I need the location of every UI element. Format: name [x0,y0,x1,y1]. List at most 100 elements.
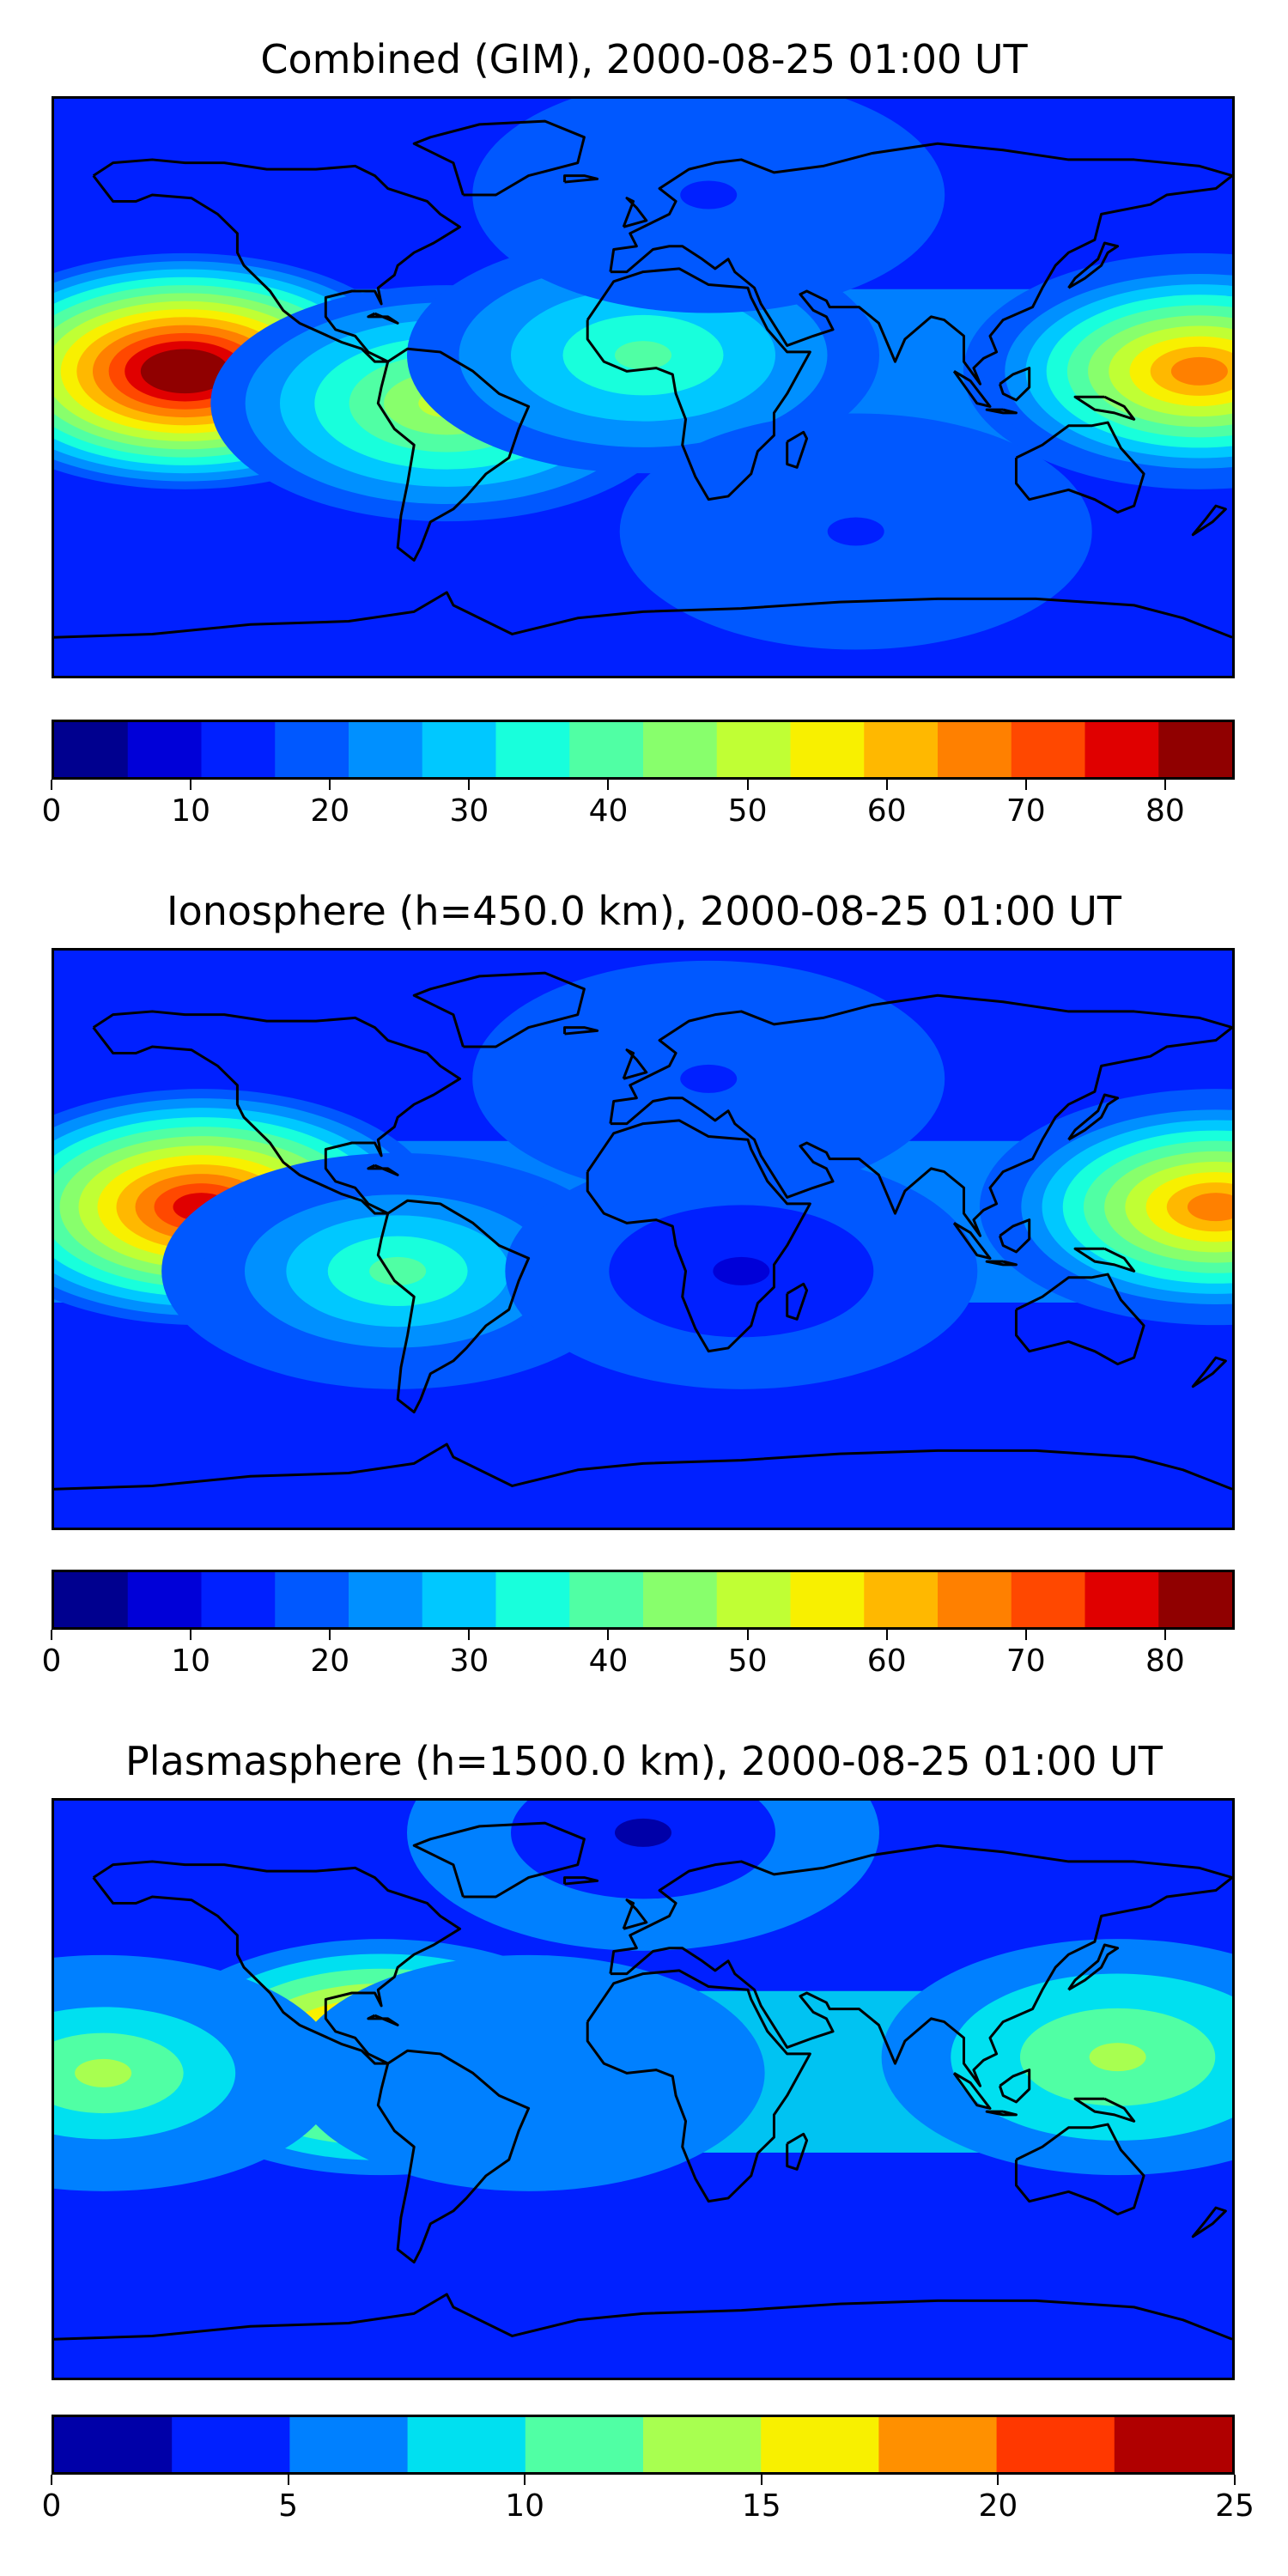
panel-1-title: Combined (GIM), 2000-08-25 01:00 UT [260,36,1028,82]
colorbar-segment [569,722,644,777]
colorbar-segment [790,1572,865,1627]
colorbar-tick-mark [329,1630,331,1640]
colorbar-tick-label: 20 [978,2488,1018,2524]
coastline [586,1119,811,1353]
colorbar-tick-label: 30 [449,793,489,829]
colorbar-segment [349,722,423,777]
colorbar-segment [407,2417,526,2472]
colorbar-tick-label: 5 [278,2488,299,2524]
coastline [786,2132,809,2171]
coastline [952,2072,992,2110]
panel-3-colorbar [52,2415,1235,2475]
colorbar-segment [1158,1572,1232,1627]
coastline [786,1282,809,1321]
feature-west-pacific-crest [963,252,1232,489]
colorbar-tick-label: 60 [866,793,907,829]
colorbar-tick-label: 0 [41,793,62,829]
panel-1-colorbar-ticks: 0 10 20 30 40 50 60 70 80 [42,780,1235,831]
colorbar-segment [172,2417,290,2472]
colorbar-segment [938,1572,1012,1627]
contour-level [511,1801,775,1899]
colorbar-tick-label: 70 [1005,1643,1046,1679]
colorbar-segment [716,1572,792,1627]
coastline [985,408,1018,415]
colorbar-tick-label: 10 [171,1643,211,1679]
panel-3-colorbar-ticks: 0 5 10 15 20 25 [42,2475,1255,2526]
coastline [376,1199,531,1414]
colorbar-tick-label: 30 [449,1643,489,1679]
colorbar-tick-label: 60 [866,1643,907,1679]
colorbar-tick-mark [746,780,749,790]
colorbar-tick-mark [885,780,888,790]
coastline [1067,1093,1120,1141]
colorbar-segment [525,2417,644,2472]
colorbar-segment [996,2417,1115,2472]
contour-level [615,341,671,370]
colorbar-tick-mark [190,780,192,790]
colorbar-tick-mark [51,2475,52,2485]
colorbar-segment [1158,722,1232,777]
coastline [1191,2206,1227,2239]
colorbar-segment [1084,1572,1159,1627]
panel-2-colorbar [52,1570,1235,1630]
colorbar-tick-label: 15 [741,2488,781,2524]
colorbar-tick-label: 50 [727,793,768,829]
feature-west-pacific-crest [980,1089,1232,1326]
colorbar-segment [761,2417,879,2472]
colorbar-segment [938,722,1012,777]
colorbar-tick-label: 25 [1215,2488,1255,2524]
colorbar-segment [1114,2417,1232,2472]
colorbar-segment [1084,722,1159,777]
coastline [563,174,599,184]
colorbar-tick-label: 50 [727,1643,768,1679]
colorbar-segment [127,722,203,777]
panel-1-map [52,96,1235,678]
colorbar-segment [716,722,792,777]
colorbar-segment [201,722,276,777]
coastline [54,591,1232,639]
colorbar-tick-mark [885,1630,888,1640]
contour-level [680,1064,738,1093]
coastline [1191,504,1227,537]
coastline [412,1821,586,1899]
colorbar-tick-label: 0 [41,2488,62,2524]
coastline [609,1844,1232,2087]
colorbar-segment [349,1572,423,1627]
colorbar-segment [127,1572,203,1627]
contour-level [615,1818,671,1847]
colorbar-segment [54,722,129,777]
coastline [998,2069,1031,2104]
coastline [92,1860,462,2065]
feature-eurasian-minimum [472,960,945,1197]
colorbar-tick-label: 80 [1145,793,1185,829]
coastline [367,312,399,325]
colorbar-segment [1011,1572,1086,1627]
coastline [609,142,1232,386]
colorbar-tick-label: 40 [588,1643,629,1679]
colorbar-tick-label: 10 [505,2488,545,2524]
coastline [1014,421,1145,514]
colorbar-tick-mark [1163,1630,1166,1640]
colorbar-segment [201,1572,276,1627]
panel-3-title: Plasmasphere (h=1500.0 km), 2000-08-25 0… [125,1738,1163,1784]
coastline [622,197,648,228]
coastline [563,1876,599,1886]
coastline [985,2110,1018,2117]
colorbar-segment [864,1572,939,1627]
colorbar-segment [275,1572,349,1627]
coastline [998,367,1031,402]
coastline [563,1026,599,1036]
panel-2-map [52,948,1235,1530]
contour-level [500,2058,557,2087]
colorbar-segment [495,722,570,777]
panel-3-map [52,1798,1235,2380]
colorbar-tick-mark [760,2475,762,2485]
colorbar-segment [54,1572,129,1627]
colorbar-tick-mark [1234,2475,1236,2485]
colorbar-segment [422,722,497,777]
feature-indian-ocean-minimum [619,413,1092,650]
coastline [376,2049,531,2264]
colorbar-tick-mark [607,780,610,790]
panel-1-colorbar [52,720,1235,780]
coastline [1014,1273,1145,1366]
